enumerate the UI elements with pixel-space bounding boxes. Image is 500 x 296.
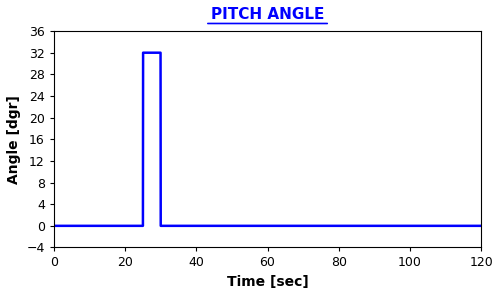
Text: PITCH ANGLE: PITCH ANGLE xyxy=(211,7,324,22)
X-axis label: Time [sec]: Time [sec] xyxy=(226,275,308,289)
Y-axis label: Angle [dgr]: Angle [dgr] xyxy=(7,95,21,184)
